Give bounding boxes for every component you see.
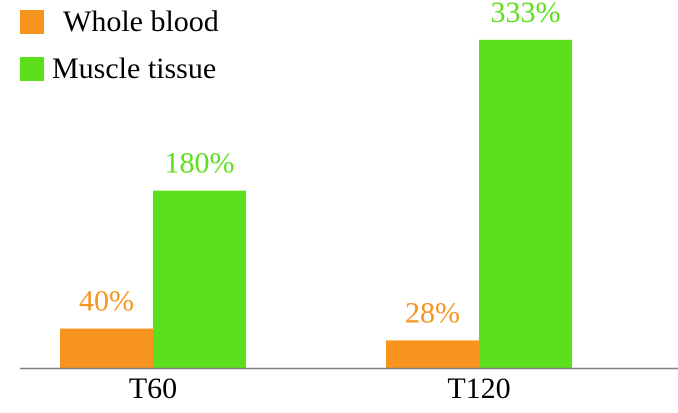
legend-label-whole-blood: Whole blood bbox=[63, 5, 219, 38]
bar-muscle-tissue-t60 bbox=[153, 190, 246, 368]
data-label-muscle-tissue-t120: 333% bbox=[491, 0, 561, 29]
legend-swatch-whole-blood bbox=[20, 10, 44, 34]
x-tick-label-t60: T60 bbox=[129, 372, 177, 405]
x-tick-labels: T60 T120 bbox=[129, 372, 511, 405]
data-label-whole-blood-t60: 40% bbox=[79, 285, 134, 318]
legend: Whole blood Muscle tissue bbox=[20, 5, 219, 85]
bar-whole-blood-t120 bbox=[386, 340, 479, 368]
legend-swatch-muscle-tissue bbox=[20, 57, 44, 81]
value-labels: 40% 180% 28% 333% bbox=[79, 0, 561, 329]
bar-whole-blood-t60 bbox=[60, 328, 153, 368]
legend-label-muscle-tissue: Muscle tissue bbox=[52, 52, 216, 85]
bar-muscle-tissue-t120 bbox=[479, 39, 572, 369]
data-label-whole-blood-t120: 28% bbox=[405, 296, 460, 329]
data-label-muscle-tissue-t60: 180% bbox=[165, 147, 235, 180]
x-tick-label-t120: T120 bbox=[447, 372, 510, 405]
bars bbox=[60, 39, 572, 369]
